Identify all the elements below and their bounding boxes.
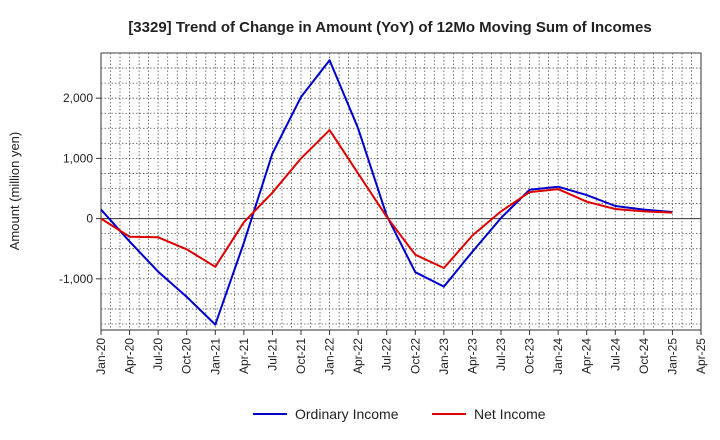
x-tick-label: Oct-22	[408, 338, 422, 374]
x-tick-label: Jul-21	[265, 338, 279, 371]
y-tick-label: 2,000	[63, 91, 93, 105]
legend: Ordinary Income Net Income	[253, 406, 546, 422]
grid	[100, 52, 702, 331]
x-tick-label: Jul-23	[494, 338, 508, 371]
x-tick-label: Apr-22	[351, 338, 365, 374]
x-tick-label: Apr-21	[237, 338, 251, 374]
plot-area	[100, 52, 702, 331]
x-tick-label: Oct-20	[180, 338, 194, 374]
y-tick-label: -1,000	[59, 272, 93, 286]
x-tick-label: Jan-23	[437, 338, 451, 375]
x-tick-label: Jul-22	[380, 338, 394, 371]
chart-title: [3329] Trend of Change in Amount (YoY) o…	[128, 19, 651, 36]
x-tick-label: Oct-24	[637, 338, 651, 374]
x-tick-label: Jan-20	[94, 338, 108, 375]
x-tick-label: Apr-23	[465, 338, 479, 374]
x-tick-label: Jan-22	[323, 338, 337, 375]
x-tick-label: Apr-25	[694, 338, 708, 374]
y-axis-label: Amount (million yen)	[7, 132, 22, 251]
x-tick-label: Apr-20	[123, 338, 137, 374]
x-tick-label: Oct-21	[294, 338, 308, 374]
x-tick-label: Apr-24	[580, 338, 594, 374]
x-tick-label: Jul-24	[608, 338, 622, 371]
legend-label-ordinary-income: Ordinary Income	[295, 406, 399, 422]
x-tick-label: Jan-24	[551, 338, 565, 375]
x-tick-label: Jan-21	[208, 338, 222, 375]
x-tick-label: Oct-23	[523, 338, 537, 374]
x-tick-label: Jul-20	[151, 338, 165, 371]
x-axis-ticks: Jan-20 Apr-20 Jul-20 Oct-20 Jan-21 Apr-21 Jul-…	[94, 330, 708, 375]
series-line-net-income	[100, 129, 673, 269]
y-tick-label: 0	[86, 212, 93, 226]
y-tick-label: 1,000	[63, 151, 93, 165]
series-lines	[100, 59, 673, 326]
legend-label-net-income: Net Income	[474, 406, 546, 422]
x-tick-label: Jan-25	[665, 338, 679, 375]
y-axis-ticks: 2,000 1,000 0 -1,000	[59, 91, 101, 286]
